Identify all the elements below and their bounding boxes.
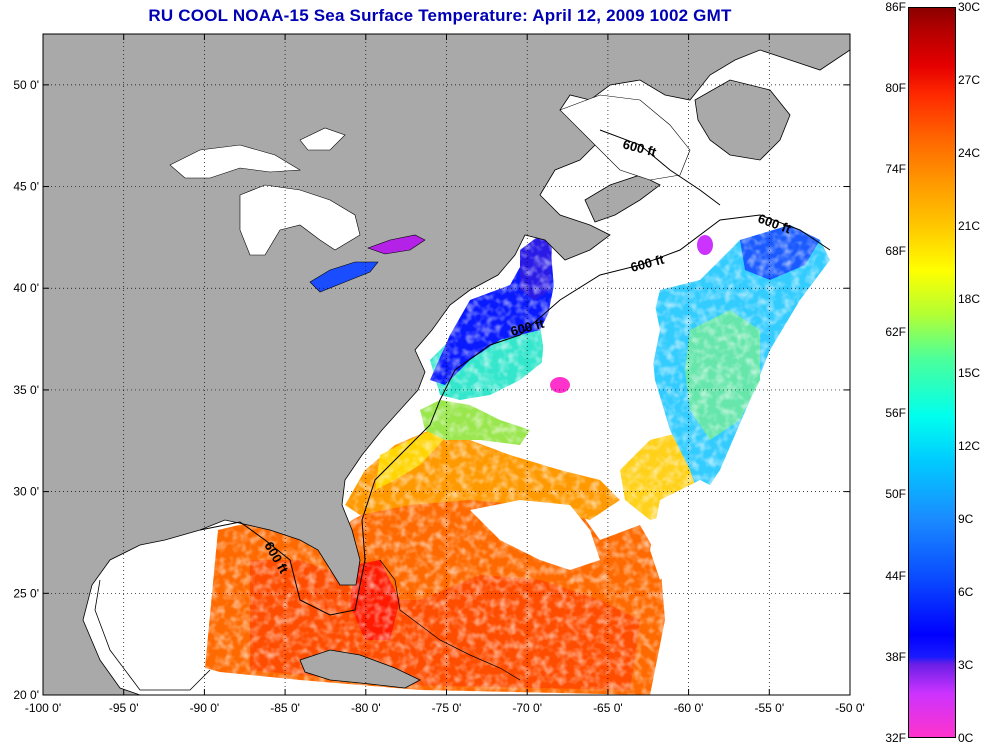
y-tick-label: 20 0' <box>13 688 39 702</box>
bahamas-outline <box>379 559 521 681</box>
cloud-patch-east <box>650 480 720 580</box>
colorbar-label-celsius: 30C <box>958 0 981 14</box>
gridlines <box>43 34 850 695</box>
colorbar-label-fahrenheit: 86F <box>885 0 906 14</box>
lake-superior <box>169 144 301 179</box>
x-tick-label: -90 0' <box>190 701 220 715</box>
colorbar-label-fahrenheit: 62F <box>885 324 906 339</box>
y-tick-label: 45 0' <box>13 180 39 194</box>
map-title: RU COOL NOAA-15 Sea Surface Temperature:… <box>148 6 732 25</box>
gulf-st-lawrence <box>559 94 691 181</box>
colorbar-label-celsius: 0C <box>958 731 974 745</box>
y-tick-label: 35 0' <box>13 383 39 397</box>
x-tick-label: -50 0' <box>835 701 865 715</box>
colorbar-label-fahrenheit: 74F <box>885 162 906 177</box>
sst-cold-spot <box>550 377 570 393</box>
colorbar-label-celsius: 3C <box>958 657 974 672</box>
land-newfoundland <box>694 79 791 161</box>
cloud-patch-atlantic <box>540 270 660 470</box>
isobath-600ft <box>199 214 831 616</box>
colorbar-label-fahrenheit: 44F <box>885 568 906 583</box>
colorbar-label-celsius: 15C <box>958 365 981 380</box>
y-tick-label: 25 0' <box>13 586 39 600</box>
lake-erie <box>309 261 379 293</box>
colorbar-label-celsius: 18C <box>958 292 981 307</box>
cloud-patch-south <box>470 500 600 570</box>
x-tick-label: -75 0' <box>432 701 462 715</box>
temperature-colorbar <box>908 7 956 738</box>
x-tick-label: -95 0' <box>109 701 139 715</box>
x-tick-label: -65 0' <box>593 701 623 715</box>
x-tick-label: -70 0' <box>512 701 542 715</box>
y-tick-label: 40 0' <box>13 281 39 295</box>
colorbar-label-fahrenheit: 32F <box>885 731 906 745</box>
y-tick-label: 50 0' <box>13 78 39 92</box>
axis-ticks: -100 0' -95 0' -90 0' -85 0' -80 0' -75 0' -70… <box>13 34 865 715</box>
x-tick-label: -85 0' <box>270 701 300 715</box>
colorbar-label-fahrenheit: 50F <box>885 487 906 502</box>
x-tick-label: -80 0' <box>351 701 381 715</box>
x-tick-label: -55 0' <box>754 701 784 715</box>
land-cuba <box>299 649 421 689</box>
colorbar-label-fahrenheit: 80F <box>885 81 906 96</box>
colorbar-gradient <box>908 7 956 738</box>
lake-ontario <box>367 234 426 255</box>
colorbar-label-celsius: 9C <box>958 511 974 526</box>
land-nova-scotia <box>584 174 661 223</box>
gulf-coast-outline <box>94 579 211 691</box>
colorbar-label-fahrenheit: 38F <box>885 649 906 664</box>
colorbar-label-celsius: 27C <box>958 73 981 88</box>
colorbar-label-celsius: 21C <box>958 219 981 234</box>
x-tick-label: -100 0' <box>25 701 61 715</box>
isobath-600ft-north <box>599 129 721 206</box>
y-tick-label: 30 0' <box>13 485 39 499</box>
colorbar-label-celsius: 6C <box>958 584 974 599</box>
lake-michigan-huron <box>239 184 361 256</box>
x-tick-label: -60 0' <box>674 701 704 715</box>
colorbar-label-celsius: 12C <box>958 438 981 453</box>
colorbar-label-celsius: 24C <box>958 146 981 161</box>
lake-nipigon-area <box>299 127 346 151</box>
colorbar-label-fahrenheit: 68F <box>885 243 906 258</box>
colorbar-label-fahrenheit: 56F <box>885 406 906 421</box>
sst-cold-spot <box>697 235 713 255</box>
